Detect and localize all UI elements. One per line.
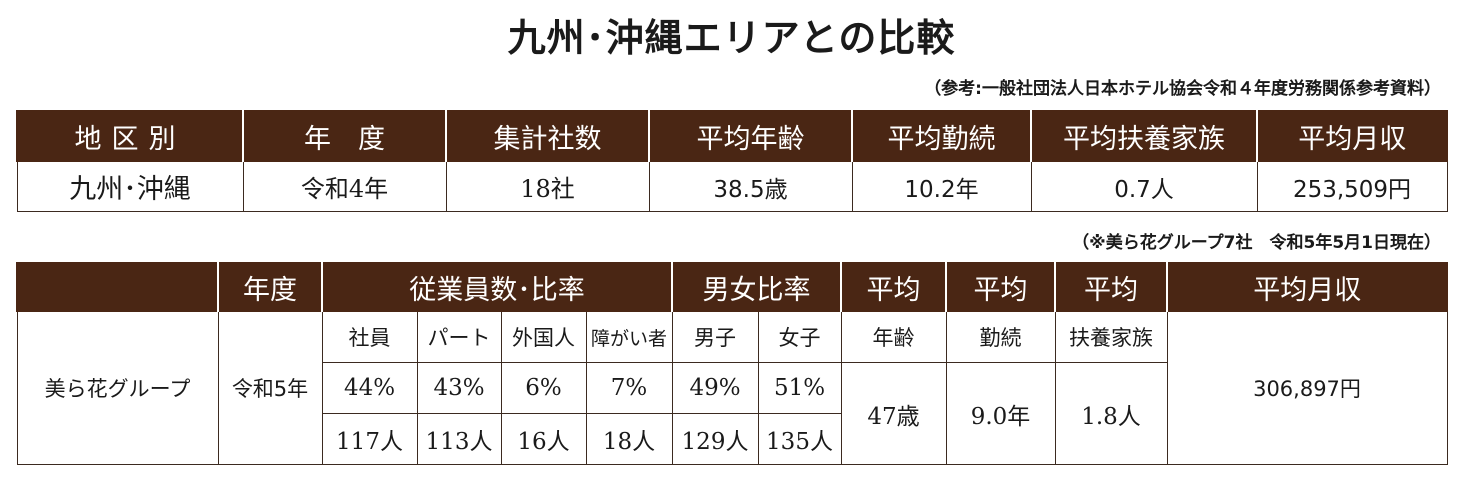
- cell-pct-part: 43%: [416, 362, 502, 414]
- cell-avg-age: 47歳: [840, 362, 947, 465]
- subheader-age: 年齢: [840, 311, 947, 363]
- cell-region: 九州･沖縄: [16, 161, 244, 212]
- header-avg-1: 平均: [840, 262, 947, 312]
- cell-cnt-foreign: 16人: [500, 413, 587, 465]
- group-note: （※美ら花グループ7社 令和5年5月1日現在）: [1072, 233, 1441, 253]
- header-companies: 集計社数: [445, 110, 650, 162]
- table-row: 九州･沖縄 令和4年 18社 38.5歳 10.2年 0.7人 253,509円: [16, 161, 1448, 212]
- cell-avg-dependents: 1.8人: [1054, 362, 1168, 465]
- header-year: 年 度: [242, 110, 447, 162]
- subheader-tenure: 勤続: [945, 311, 1056, 363]
- cell-avg-income: 253,509円: [1256, 161, 1448, 212]
- header-blank: [16, 262, 219, 312]
- cell-pct-staff: 44%: [321, 362, 418, 414]
- header-employee-ratio: 従業員数･比率: [321, 262, 673, 312]
- cell-avg-dependents: 0.7人: [1030, 161, 1258, 212]
- header-region: 地区別: [16, 110, 244, 162]
- subheader-disabled: 障がい者: [585, 311, 673, 363]
- cell-cnt-female: 135人: [757, 413, 842, 465]
- header-avg-2: 平均: [945, 262, 1056, 312]
- source-note: （参考:一般社団法人日本ホテル協会令和４年度労務関係参考資料）: [924, 79, 1441, 99]
- cell-avg-age: 38.5歳: [648, 161, 853, 212]
- cell-avg-tenure: 10.2年: [851, 161, 1032, 212]
- header-gender-ratio: 男女比率: [671, 262, 842, 312]
- cell-pct-disabled: 7%: [585, 362, 673, 414]
- cell-pct-female: 51%: [757, 362, 842, 414]
- header-monthly-income: 平均月収: [1166, 262, 1448, 312]
- regional-comparison-table: 地区別 年 度 集計社数 平均年齢 平均勤続 平均扶養家族 平均月収 九州･沖縄…: [16, 110, 1448, 212]
- subheader-female: 女子: [757, 311, 842, 363]
- table-header-row: 年度 従業員数･比率 男女比率 平均 平均 平均 平均月収: [16, 262, 1448, 312]
- table-header-row: 地区別 年 度 集計社数 平均年齢 平均勤続 平均扶養家族 平均月収: [16, 110, 1448, 162]
- subheader-part: パート: [416, 311, 502, 363]
- subheader-dependents: 扶養家族: [1054, 311, 1168, 363]
- page-title: 九州･沖縄エリアとの比較: [507, 16, 956, 60]
- cell-year: 令和4年: [242, 161, 447, 212]
- cell-avg-income: 306,897円: [1166, 311, 1448, 465]
- subheader-staff: 社員: [321, 311, 418, 363]
- header-avg-dependents: 平均扶養家族: [1030, 110, 1258, 162]
- header-avg-income: 平均月収: [1256, 110, 1448, 162]
- cell-companies: 18社: [445, 161, 650, 212]
- header-avg-age: 平均年齢: [648, 110, 853, 162]
- subheader-row: 美ら花グループ 令和5年 社員 パート 外国人 障がい者 男子 女子 年齢 勤続…: [16, 311, 1448, 465]
- count-row: 117人 113人 16人 18人 129人 135人: [17, 413, 1447, 465]
- group-stats-table: 年度 従業員数･比率 男女比率 平均 平均 平均 平均月収 美ら花グループ 令和…: [16, 262, 1448, 465]
- cell-cnt-part: 113人: [416, 413, 502, 465]
- subheader-male: 男子: [671, 311, 759, 363]
- subheader-foreign: 外国人: [500, 311, 587, 363]
- cell-pct-foreign: 6%: [500, 362, 587, 414]
- header-avg-3: 平均: [1054, 262, 1168, 312]
- cell-cnt-disabled: 18人: [585, 413, 673, 465]
- cell-avg-tenure: 9.0年: [945, 362, 1056, 465]
- header-avg-tenure: 平均勤続: [851, 110, 1032, 162]
- cell-year: 令和5年: [217, 311, 323, 465]
- header-year: 年度: [217, 262, 323, 312]
- cell-group-name: 美ら花グループ: [16, 311, 219, 465]
- cell-cnt-staff: 117人: [321, 413, 418, 465]
- cell-pct-male: 49%: [671, 362, 759, 414]
- cell-cnt-male: 129人: [671, 413, 759, 465]
